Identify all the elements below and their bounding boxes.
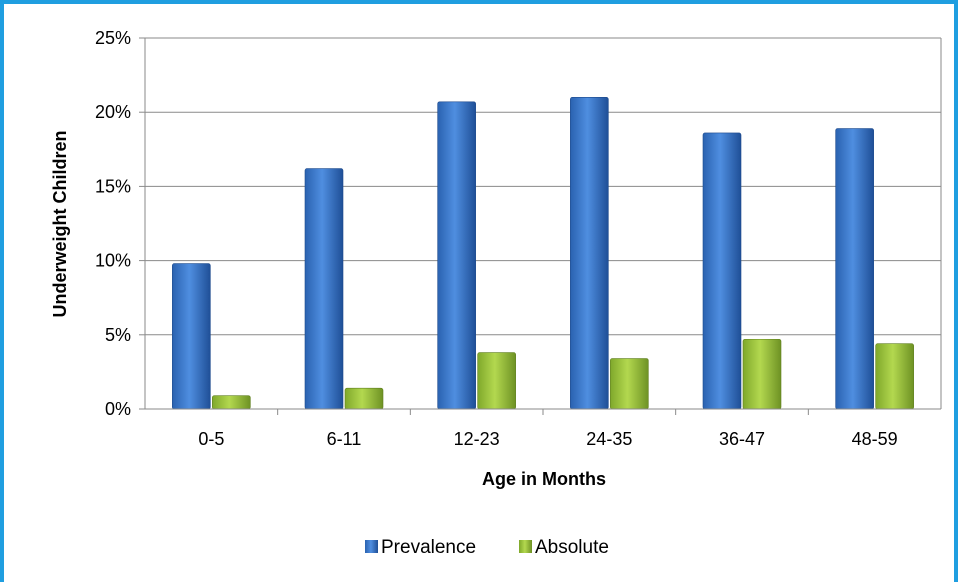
y-tick-label-1: 5% — [105, 325, 131, 345]
y-tick-label-5: 25% — [95, 28, 131, 48]
x-tick-label-5: 48-59 — [852, 429, 898, 449]
bar-prevalence-48-59 — [835, 128, 874, 410]
bars — [172, 97, 914, 410]
bar-absolute-6-11 — [344, 387, 384, 410]
legend-label-prevalence: Prevalence — [381, 537, 476, 558]
y-tick-label-4: 20% — [95, 102, 131, 122]
bar-absolute-12-23 — [477, 352, 516, 410]
bar-prevalence-24-35 — [570, 97, 609, 410]
y-tick-label-0: 0% — [105, 399, 131, 419]
legend-label-absolute: Absolute — [535, 537, 609, 558]
x-axis-title: Age in Months — [482, 469, 606, 489]
gridlines — [145, 37, 941, 336]
bar-absolute-48-59 — [875, 343, 914, 410]
axes — [139, 37, 942, 415]
y-tick-label-3: 15% — [95, 176, 131, 196]
x-tick-label-3: 24-35 — [586, 429, 632, 449]
x-tick-label-1: 6-11 — [327, 429, 362, 449]
x-tick-label-0: 0-5 — [198, 429, 224, 449]
bar-prevalence-12-23 — [437, 101, 476, 410]
y-axis-title: Underweight Children — [50, 130, 70, 317]
tick-labels: 0% 5% 10% 15% 20% 25% 0-5 6-11 12-23 24-35 36-47 48… — [95, 28, 898, 449]
x-tick-label-2: 12-23 — [454, 429, 500, 449]
legend: Prevalence Absolute — [365, 537, 609, 558]
bar-absolute-24-35 — [610, 358, 649, 410]
legend-swatch-prevalence — [365, 540, 378, 553]
bar-prevalence-6-11 — [304, 168, 344, 410]
y-tick-label-2: 10% — [95, 251, 131, 271]
bar-absolute-36-47 — [742, 338, 782, 410]
bar-prevalence-36-47 — [702, 132, 742, 410]
bar-prevalence-0-5 — [172, 263, 211, 410]
x-tick-label-4: 36-47 — [719, 429, 765, 449]
legend-swatch-absolute — [519, 540, 532, 553]
bar-absolute-0-5 — [212, 395, 251, 410]
